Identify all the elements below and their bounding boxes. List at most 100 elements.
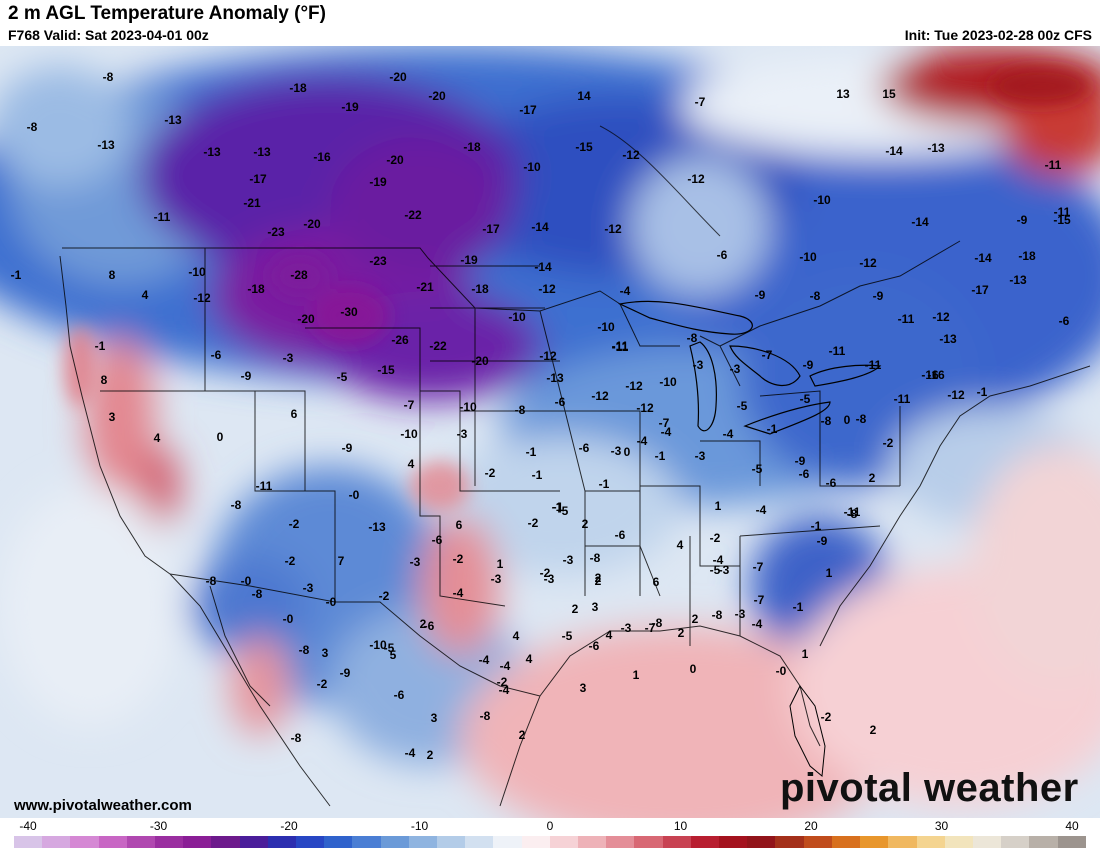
colorbar-swatch xyxy=(1057,836,1086,848)
anomaly-value-label: -12 xyxy=(932,310,950,324)
colorbar-swatch xyxy=(803,836,832,848)
anomaly-field xyxy=(0,46,1100,818)
anomaly-value-label: 4 xyxy=(606,628,613,642)
anomaly-value-label: 2 xyxy=(519,728,526,742)
colorbar-swatch xyxy=(267,836,297,848)
anomaly-value-label: -8 xyxy=(291,731,302,745)
anomaly-value-label: -3 xyxy=(563,553,574,567)
map-header: 2 m AGL Temperature Anomaly (°F) F768 Va… xyxy=(0,0,1100,46)
anomaly-value-label: -18 xyxy=(289,81,307,95)
anomaly-value-label: -20 xyxy=(428,89,446,103)
anomaly-value-label: 15 xyxy=(882,87,896,101)
anomaly-value-label: -11 xyxy=(1054,205,1071,219)
anomaly-value-label: -1 xyxy=(977,385,988,399)
anomaly-value-label: -0 xyxy=(326,595,337,609)
anomaly-value-label: -12 xyxy=(591,389,609,403)
anomaly-value-label: -2 xyxy=(317,677,328,691)
anomaly-value-labels: -8-18-20-20 14 -713 15-8 -13-19 -17-13 -13 -13-… xyxy=(11,70,1071,762)
anomaly-value-label: -13 xyxy=(203,145,221,159)
colorbar-swatch xyxy=(972,836,1002,848)
anomaly-value-label: -4 xyxy=(752,617,763,631)
anomaly-value-label: -3 xyxy=(730,362,741,376)
anomaly-value-label: -8 xyxy=(687,331,698,345)
anomaly-value-label: 8 xyxy=(109,268,116,282)
anomaly-value-label: -12 xyxy=(859,256,877,270)
anomaly-value-label: 2 xyxy=(595,571,602,585)
anomaly-value-label: -3 xyxy=(303,581,314,595)
colorbar-swatch xyxy=(380,836,409,848)
colorbar-swatch xyxy=(42,836,71,848)
anomaly-value-label: 4 xyxy=(513,629,520,643)
anomaly-value-label: -9 xyxy=(817,534,828,548)
anomaly-value-label: 2 xyxy=(678,626,685,640)
anomaly-value-label: -5 xyxy=(558,504,569,518)
anomaly-value-label: -1 xyxy=(526,445,537,459)
anomaly-value-label: -6 xyxy=(615,528,626,542)
colorbar-swatch xyxy=(944,836,973,848)
colorbar-swatch xyxy=(211,836,240,848)
anomaly-value-label: -17 xyxy=(519,103,537,117)
anomaly-value-label: -5 xyxy=(337,370,348,384)
colorbar-swatch xyxy=(888,836,917,848)
anomaly-value-label: -1 xyxy=(11,268,22,282)
anomaly-value-label: -28 xyxy=(290,268,308,282)
anomaly-value-label: -4 xyxy=(499,683,510,697)
anomaly-value-label: -7 xyxy=(404,398,415,412)
anomaly-value-label: -10 xyxy=(508,310,526,324)
anomaly-value-label: -11 xyxy=(894,392,911,406)
anomaly-value-label: -6 xyxy=(432,533,443,547)
colorbar-tick-label: -10 xyxy=(410,819,429,833)
anomaly-value-label: 6 xyxy=(456,518,463,532)
anomaly-value-label: -15 xyxy=(1053,213,1071,227)
anomaly-value-label: -6 xyxy=(424,619,435,633)
colorbar-tick-label: 40 xyxy=(1065,819,1079,833)
anomaly-value-label: -14 xyxy=(534,260,552,274)
colorbar-swatch xyxy=(578,836,607,848)
anomaly-value-label: 3 xyxy=(109,410,116,424)
anomaly-value-label: -3 xyxy=(621,621,632,635)
anomaly-value-label: -7 xyxy=(645,621,656,635)
anomaly-value-label: 4 xyxy=(677,538,684,552)
colorbar-swatch xyxy=(408,836,438,848)
colorbar-swatch xyxy=(437,836,466,848)
colorbar-swatch xyxy=(183,836,212,848)
anomaly-value-label: -8 xyxy=(480,709,491,723)
anomaly-value-label: -12 xyxy=(538,282,556,296)
anomaly-value-label: -18 xyxy=(463,140,481,154)
anomaly-value-label: -2 xyxy=(821,710,832,724)
anomaly-value-label: 2 xyxy=(870,723,877,737)
pivotal-weather-logo: pivotal weather xyxy=(780,766,1079,810)
anomaly-value-label: -20 xyxy=(303,217,321,231)
anomaly-value-label: 4 xyxy=(526,652,533,666)
anomaly-value-label: 0 xyxy=(844,413,851,427)
anomaly-value-label: -9 xyxy=(241,369,252,383)
anomaly-value-label: -8 xyxy=(652,616,663,630)
anomaly-value-label: -8 xyxy=(712,608,723,622)
anomaly-value-label: 0 xyxy=(624,445,631,459)
anomaly-value-label: -8 xyxy=(103,70,114,84)
anomaly-value-label: -3 xyxy=(410,555,421,569)
anomaly-value-label: -15 xyxy=(575,140,593,154)
anomaly-value-label: -12 xyxy=(636,401,654,415)
anomaly-value-label: 7 xyxy=(338,554,345,568)
anomaly-value-label: -3 xyxy=(491,572,502,586)
anomaly-value-label: -8 xyxy=(856,412,867,426)
anomaly-value-label: 0 xyxy=(690,662,697,676)
anomaly-value-label: 6 xyxy=(653,575,660,589)
anomaly-value-label: -8 xyxy=(27,120,38,134)
anomaly-value-label: -6 xyxy=(211,348,222,362)
anomaly-value-label: -3 xyxy=(735,607,746,621)
anomaly-value-label: -6 xyxy=(589,639,600,653)
anomaly-value-label: -4 xyxy=(713,553,724,567)
anomaly-value-label: -17 xyxy=(482,222,500,236)
anomaly-value-label: 3 xyxy=(592,600,599,614)
anomaly-value-label: -8 xyxy=(810,289,821,303)
anomaly-value-label: -2 xyxy=(710,531,721,545)
anomaly-value-label: -30 xyxy=(340,305,358,319)
anomaly-value-label: 1 xyxy=(802,647,809,661)
anomaly-value-label: -8 xyxy=(590,551,601,565)
anomaly-value-label: 1 xyxy=(633,668,640,682)
colorbar-swatch xyxy=(747,836,776,848)
anomaly-value-label: -1 xyxy=(95,339,106,353)
anomaly-value-label: 2 xyxy=(869,471,876,485)
